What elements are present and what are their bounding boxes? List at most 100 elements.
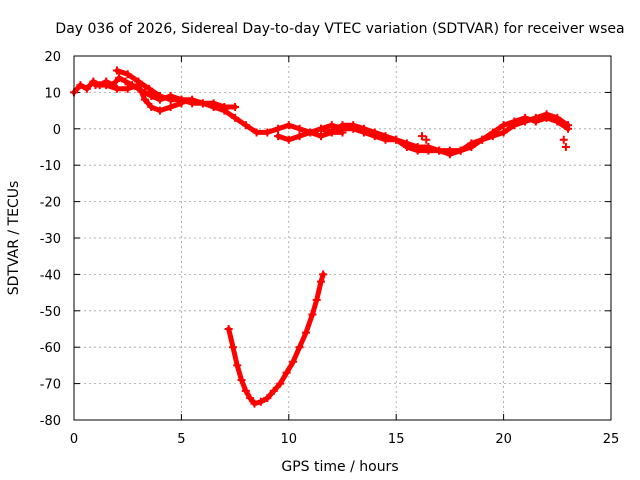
data-point: [317, 124, 326, 133]
data-point: [553, 113, 562, 122]
data-point: [402, 143, 411, 151]
data-point: [289, 357, 298, 366]
data-point: [112, 66, 121, 75]
x-axis-label: GPS time / hours: [281, 459, 398, 475]
x-tick-label: 10: [281, 432, 298, 447]
plot-frame: [73, 55, 612, 421]
data-point: [145, 84, 154, 93]
data-point: [295, 124, 304, 133]
data-point: [188, 95, 197, 104]
data-point: [284, 135, 293, 144]
data-point: [445, 150, 454, 159]
x-tick-label: 0: [70, 432, 78, 447]
data-point: [91, 81, 100, 90]
data-point: [241, 386, 250, 395]
grid-lines: [74, 56, 611, 420]
data-point: [327, 128, 336, 137]
data-point: [82, 84, 91, 93]
data-point: [510, 121, 519, 130]
series-line-dip-curve: [226, 271, 326, 407]
data-point: [102, 81, 111, 90]
data-point: [115, 73, 124, 82]
data-point: [177, 99, 186, 108]
data-point: [478, 135, 487, 144]
data-point: [308, 310, 317, 319]
data-point: [317, 132, 326, 141]
data-point: [319, 270, 328, 279]
data-point: [338, 121, 347, 130]
data-point: [166, 102, 175, 111]
data-point: [166, 95, 175, 104]
data-point: [349, 121, 358, 130]
data-point: [467, 143, 476, 151]
y-tick-label: -30: [40, 232, 61, 247]
data-point: [561, 143, 570, 151]
data-point: [198, 99, 207, 108]
data-point: [456, 146, 465, 155]
data-point: [246, 394, 255, 403]
data-point: [295, 343, 304, 352]
data-point: [424, 146, 433, 155]
data-point: [338, 128, 347, 137]
y-tick-label: -70: [40, 378, 61, 393]
data-point: [233, 361, 242, 370]
data-point: [488, 132, 497, 141]
data-point: [295, 132, 304, 141]
data-point: [542, 110, 551, 119]
data-point: [252, 128, 261, 137]
data-point: [231, 113, 240, 122]
data-point: [381, 132, 390, 141]
data-point: [263, 128, 272, 137]
y-tick-label: -80: [40, 414, 61, 429]
data-point: [274, 132, 283, 141]
data-point: [274, 124, 283, 133]
data-point: [370, 128, 379, 137]
data-point: [312, 295, 321, 304]
data-point: [155, 106, 164, 115]
y-tick-label: 0: [53, 123, 61, 138]
data-point: [301, 328, 310, 337]
data-point: [499, 128, 508, 137]
data-point: [413, 146, 422, 155]
y-tick-label: -40: [40, 268, 61, 283]
x-tick-label: 25: [603, 432, 620, 447]
data-point: [76, 81, 85, 90]
data-point: [147, 102, 156, 111]
data-point: [531, 113, 540, 122]
data-point: [417, 132, 426, 141]
data-point: [134, 81, 143, 90]
data-point: [147, 92, 156, 101]
y-tick-label: 20: [44, 50, 61, 65]
data-point: [559, 135, 568, 144]
x-tick-label: 5: [177, 432, 185, 447]
data-series: [70, 66, 573, 408]
data-point: [317, 277, 326, 286]
data-point: [269, 386, 278, 395]
data-point: [392, 135, 401, 144]
data-point: [327, 121, 336, 130]
data-point: [220, 102, 229, 111]
data-point: [241, 121, 250, 130]
data-point: [231, 102, 240, 111]
data-point: [306, 128, 315, 137]
data-point: [228, 343, 237, 352]
data-point: [359, 124, 368, 133]
chart-title: Day 036 of 2026, Sidereal Day-to-day VTE…: [55, 21, 624, 37]
data-point: [256, 397, 265, 406]
data-point: [422, 135, 431, 144]
data-point: [224, 325, 233, 333]
data-point: [499, 121, 508, 130]
data-point: [435, 146, 444, 155]
y-tick-label: -60: [40, 341, 61, 356]
data-point: [121, 77, 130, 86]
y-tick-label: -10: [40, 159, 61, 174]
data-point: [123, 84, 132, 93]
x-tick-label: 15: [388, 432, 405, 447]
data-point: [209, 99, 218, 108]
y-axis-label: SDTVAR / TECUs: [6, 181, 22, 296]
data-point: [564, 121, 573, 130]
y-tick-label: 10: [44, 86, 61, 101]
data-point: [521, 117, 530, 126]
y-tick-label: -50: [40, 305, 61, 320]
